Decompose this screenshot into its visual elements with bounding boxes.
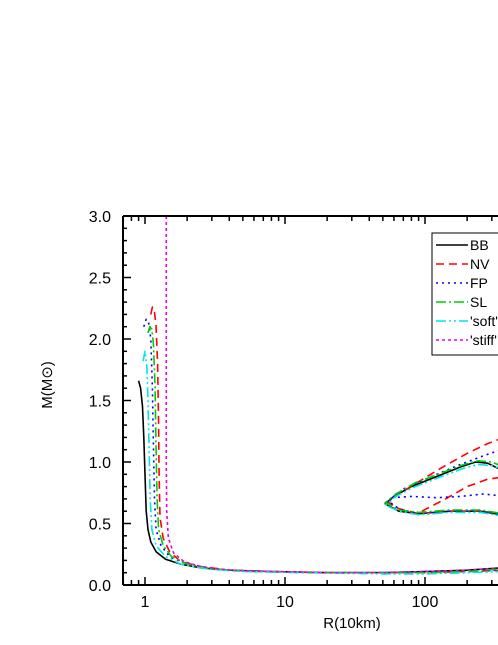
series-4-loop [384,463,498,517]
series-0-line [137,380,498,574]
y-tick-label: 1.0 [89,455,111,472]
series-3-loop [384,459,498,514]
series-4-line [142,350,498,575]
legend: BB NV FP SL 'soft' 'stiff' [431,232,498,356]
legend-label: NV [470,256,490,272]
x-tick-label: 100 [412,594,439,611]
y-tick-label: 2.5 [89,271,111,288]
y-tick-label: 1.5 [89,394,111,411]
series-2-line [143,318,498,574]
legend-label: 'soft' [470,313,498,329]
x-axis-label: R(10km) [323,615,381,632]
axes-layer [122,215,498,586]
tick-label-layer: 1 10 100 0.0 0.5 1.0 1.5 2.0 2.5 3.0 [89,209,439,611]
x-tick-label: 1 [141,594,150,611]
y-tick-label: 0.5 [89,517,111,534]
y-tick-label: 3.0 [89,209,111,226]
legend-label: FP [470,275,488,291]
y-tick-label: 2.0 [89,332,111,349]
legend-label: 'stiff' [470,332,497,348]
series-1-loop2 [421,477,498,512]
series-1-loop [387,438,498,515]
series-5-line [165,216,498,574]
series-3-line [147,325,498,574]
y-tick-label: 0.0 [89,578,111,595]
series-2-loop2 [391,493,498,499]
series-2-loop [387,449,498,515]
y-axis-label: M(M⊙) [39,361,56,409]
x-tick-label: 10 [276,594,294,611]
legend-label: BB [470,237,489,253]
legend-box [431,232,498,356]
series-layer [137,216,498,575]
legend-label: SL [470,294,487,310]
